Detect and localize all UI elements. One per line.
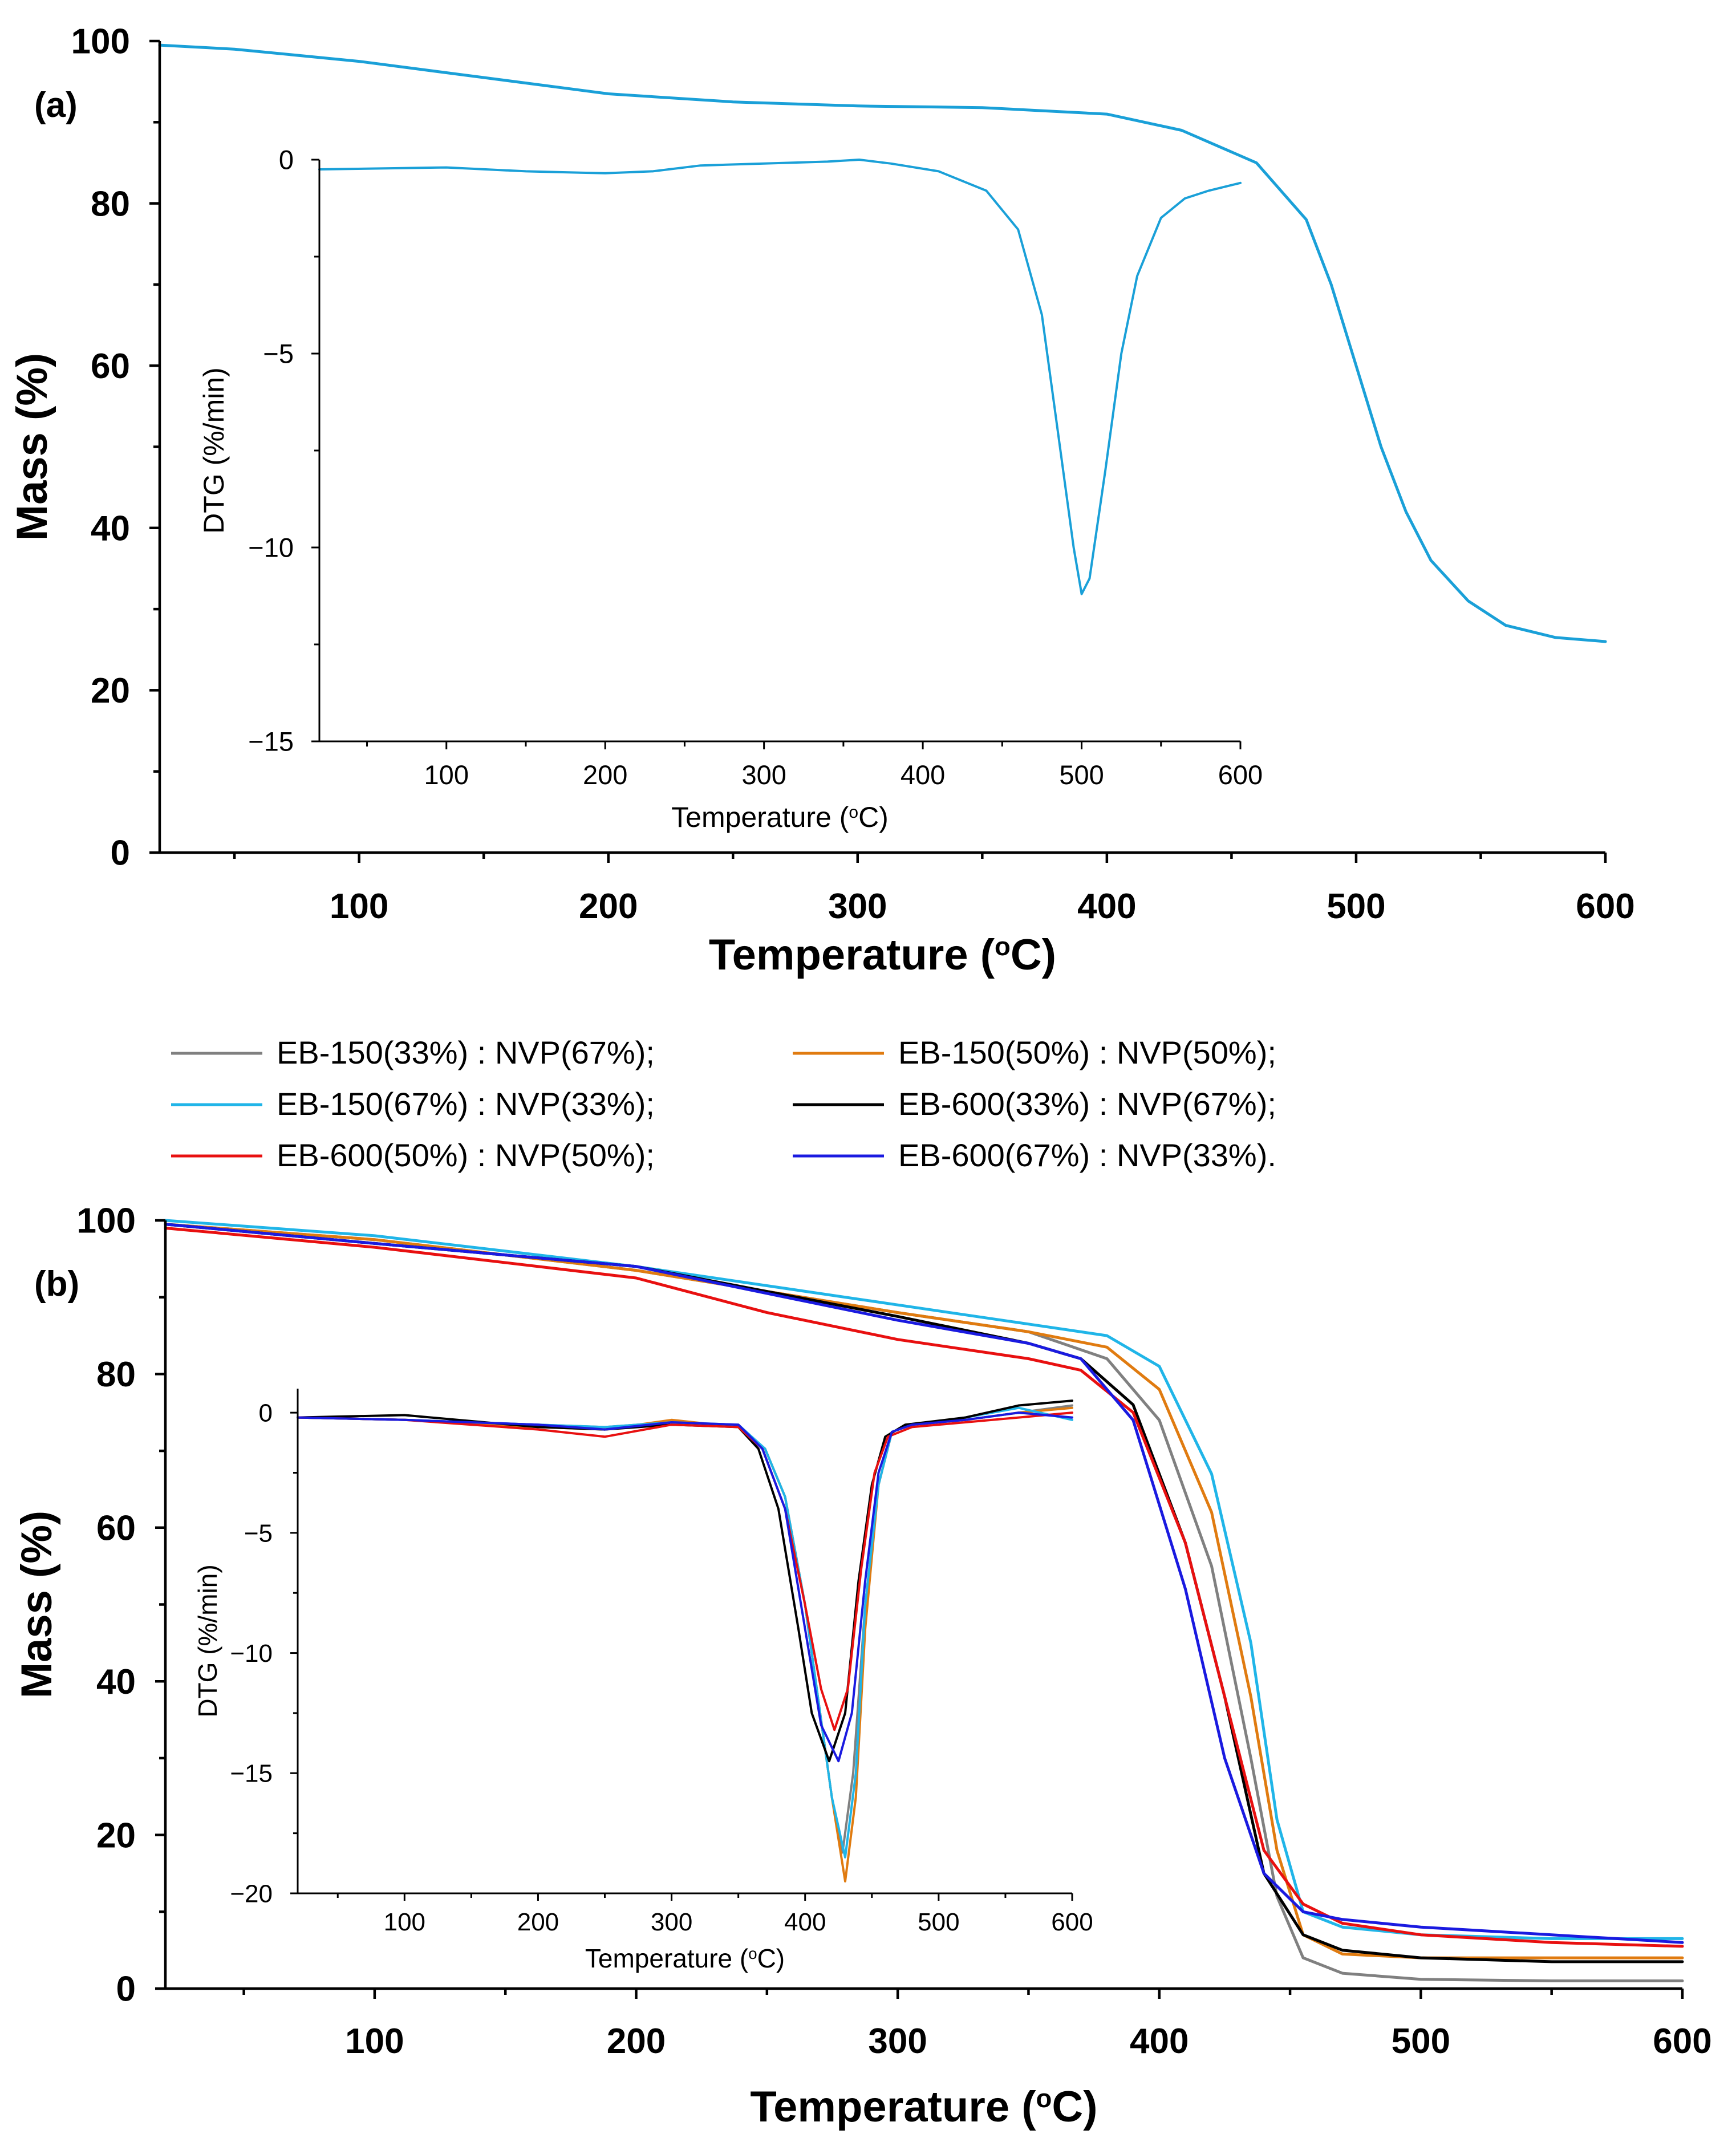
inset-a-inset-y-axis-title: DTG (%/min) xyxy=(198,367,230,534)
inset-a-inset-y-tick-label: −15 xyxy=(248,726,294,756)
legend-entry: EB-150(50%) : NVP(50%); xyxy=(898,1034,1276,1070)
inset-a-inset-x-tick-label: 300 xyxy=(741,760,786,790)
main-a-y-tick-label: 0 xyxy=(111,834,130,873)
main-a-x-tick-label: 400 xyxy=(1077,887,1136,926)
main-a-x-tick-label: 300 xyxy=(828,887,887,926)
main-b-x-axis-title: Temperature (oC) xyxy=(750,2083,1097,2131)
legend-b: EB-150(33%) : NVP(67%); EB-150(50%) : NVP… xyxy=(171,1034,1276,1173)
main-b-y-tick-label: 60 xyxy=(96,1509,136,1548)
main-b-y-tick-label: 40 xyxy=(96,1662,136,1702)
inset-b-inset-y-tick-label: −20 xyxy=(230,1880,273,1908)
inset-b-inset-x-axis-title: Temperature (oC) xyxy=(585,1944,785,1973)
main-b-x-tick-label: 600 xyxy=(1653,2022,1711,2061)
inset-plot-b: 100 200 300 400 500 600 0 −5 −10 −15 −20 Temperatur… xyxy=(193,1389,1093,1973)
inset-a-inset-x-axis-title: Temperature (oC) xyxy=(671,801,889,833)
inset-b-inset-y-axis-title: DTG (%/min) xyxy=(193,1564,222,1717)
inset-b-inset-y-tick-label: 0 xyxy=(259,1399,273,1427)
main-b-y-tick-label: 0 xyxy=(116,1970,136,2009)
inset-b-inset-x-tick-label: 300 xyxy=(651,1908,692,1936)
main-a-y-tick-label: 40 xyxy=(91,509,130,549)
main-a-y-tick-label: 20 xyxy=(91,671,130,711)
main-a-x-tick-label: 200 xyxy=(579,887,638,926)
main-b-x-tick-label: 200 xyxy=(607,2022,666,2061)
inset-b-series-line-5 xyxy=(297,1411,1073,1731)
main-a-x-tick-label: 500 xyxy=(1327,887,1385,926)
inset-plot-a: 100 200 300 400 500 600 0 −5 −10 −15 Temperature (… xyxy=(198,144,1263,833)
main-a-y-axis-title: Mass (%) xyxy=(8,353,56,541)
inset-b-series-line-6 xyxy=(297,1411,1073,1763)
main-b-x-tick-label: 100 xyxy=(345,2022,404,2061)
inset-b-inset-y-tick-label: −10 xyxy=(230,1640,273,1668)
main-b-series-line-5 xyxy=(164,1227,1684,1948)
inset-a-inset-x-tick-label: 500 xyxy=(1059,760,1104,790)
inset-b-inset-x-tick-label: 400 xyxy=(784,1908,826,1936)
legend-entry: EB-600(50%) : NVP(50%); xyxy=(277,1137,655,1173)
inset-a-inset-x-tick-label: 400 xyxy=(901,760,945,790)
panel-label-b: (b) xyxy=(34,1264,79,1304)
legend-entry: EB-600(67%) : NVP(33%). xyxy=(898,1137,1276,1173)
main-a-x-axis-title: Temperature (oC) xyxy=(709,931,1056,979)
inset-b-inset-y-tick-label: −5 xyxy=(244,1519,273,1547)
main-b-y-tick-label: 20 xyxy=(96,1816,136,1855)
main-plot-b: 100 200 300 400 500 600 0 20 40 60 80 100 Temperatur… xyxy=(13,1202,1712,2131)
inset-b-inset-y-tick-label: −15 xyxy=(230,1760,273,1788)
inset-b-inset-x-tick-label: 500 xyxy=(918,1908,959,1936)
main-a-y-tick-label: 60 xyxy=(91,347,130,386)
legend-entry: EB-150(33%) : NVP(67%); xyxy=(277,1034,655,1070)
legend-entry: EB-150(67%) : NVP(33%); xyxy=(277,1086,655,1122)
main-a-y-tick-label: 80 xyxy=(91,184,130,224)
main-b-x-tick-label: 500 xyxy=(1392,2022,1450,2061)
main-b-y-axis-title: Mass (%) xyxy=(13,1511,61,1698)
inset-b-inset-x-tick-label: 100 xyxy=(384,1908,425,1936)
legend-entry: EB-600(33%) : NVP(67%); xyxy=(898,1086,1276,1122)
inset-b-inset-x-tick-label: 200 xyxy=(517,1908,559,1936)
inset-a-inset-y-tick-label: −5 xyxy=(263,338,294,368)
inset-a-inset-x-tick-label: 200 xyxy=(583,760,627,790)
inset-a-series-line-1 xyxy=(318,159,1242,595)
main-plot-a: 100 200 300 400 500 600 0 20 40 60 80 100 Temperatur… xyxy=(8,22,1635,979)
main-b-y-tick-label: 100 xyxy=(77,1202,136,1241)
panel-b: (b) 100 200 300 400 500 600 0 20 40 60 80 100 Tempera… xyxy=(13,1034,1712,2131)
main-b-x-tick-label: 400 xyxy=(1130,2022,1189,2061)
main-a-x-tick-label: 600 xyxy=(1576,887,1634,926)
inset-b-inset-x-tick-label: 600 xyxy=(1051,1908,1093,1936)
inset-a-inset-y-tick-label: −10 xyxy=(248,532,294,562)
main-a-series-line-1 xyxy=(158,43,1607,643)
inset-a-inset-x-tick-label: 100 xyxy=(424,760,469,790)
main-b-y-tick-label: 80 xyxy=(96,1355,136,1394)
main-b-series-line-6 xyxy=(164,1223,1684,1944)
main-a-y-tick-label: 100 xyxy=(71,22,130,62)
panel-label-a: (a) xyxy=(34,86,78,125)
main-b-x-tick-label: 300 xyxy=(868,2022,927,2061)
inset-a-inset-x-tick-label: 600 xyxy=(1218,760,1263,790)
panel-a: (a) 100 200 300 400 500 600 0 20 40 60 80 100 Tempera… xyxy=(8,22,1635,979)
inset-a-inset-y-tick-label: 0 xyxy=(279,144,294,175)
main-a-x-tick-label: 100 xyxy=(330,887,388,926)
